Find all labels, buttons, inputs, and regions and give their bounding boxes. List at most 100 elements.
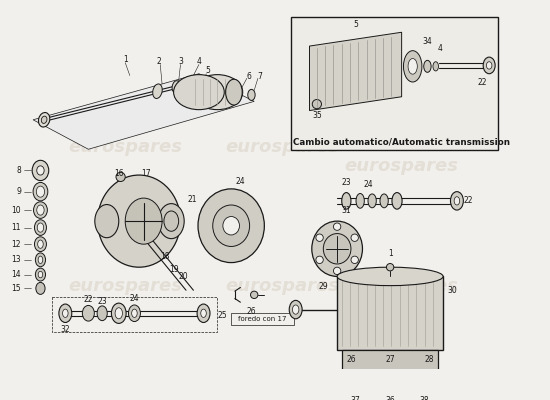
Text: 23: 23 xyxy=(97,297,107,306)
Text: 18: 18 xyxy=(160,252,169,261)
Circle shape xyxy=(333,267,341,274)
Text: 3: 3 xyxy=(178,57,183,66)
Text: 15: 15 xyxy=(12,284,21,293)
Circle shape xyxy=(352,392,359,399)
Ellipse shape xyxy=(63,309,68,318)
Circle shape xyxy=(387,264,394,271)
Circle shape xyxy=(351,234,359,242)
Ellipse shape xyxy=(59,304,72,322)
Circle shape xyxy=(351,256,359,264)
Ellipse shape xyxy=(174,75,224,110)
Text: 35: 35 xyxy=(312,111,322,120)
Text: 6: 6 xyxy=(246,72,251,81)
Ellipse shape xyxy=(37,223,43,232)
Ellipse shape xyxy=(312,221,362,276)
Ellipse shape xyxy=(97,175,180,267)
Text: 9: 9 xyxy=(16,187,21,196)
Ellipse shape xyxy=(158,204,184,239)
Ellipse shape xyxy=(131,309,137,318)
Ellipse shape xyxy=(38,256,43,264)
Ellipse shape xyxy=(36,186,45,197)
Circle shape xyxy=(316,256,323,264)
Text: 7: 7 xyxy=(257,72,262,81)
Text: eurospares: eurospares xyxy=(225,138,339,156)
Bar xyxy=(231,313,294,325)
Circle shape xyxy=(312,100,321,109)
Text: 17: 17 xyxy=(141,169,151,178)
Ellipse shape xyxy=(368,194,376,208)
Circle shape xyxy=(251,291,258,298)
Ellipse shape xyxy=(129,305,140,322)
Text: 26: 26 xyxy=(346,355,356,364)
Ellipse shape xyxy=(112,303,126,324)
Ellipse shape xyxy=(450,192,463,210)
Ellipse shape xyxy=(226,79,242,105)
Text: eurospares: eurospares xyxy=(345,157,459,175)
Text: 12: 12 xyxy=(12,240,21,249)
Bar xyxy=(291,16,498,150)
Text: 30: 30 xyxy=(448,286,457,295)
Bar xyxy=(342,350,438,376)
Circle shape xyxy=(421,372,428,380)
Ellipse shape xyxy=(392,192,402,209)
Text: 1: 1 xyxy=(388,249,393,258)
Ellipse shape xyxy=(125,198,162,244)
Text: 13: 13 xyxy=(12,255,21,264)
Circle shape xyxy=(352,372,359,380)
Ellipse shape xyxy=(248,89,255,100)
Text: 23: 23 xyxy=(342,178,351,187)
Ellipse shape xyxy=(380,194,388,208)
Text: 10: 10 xyxy=(12,206,21,214)
Ellipse shape xyxy=(356,194,364,208)
Text: 26: 26 xyxy=(246,307,256,316)
Ellipse shape xyxy=(172,81,180,92)
Text: 22: 22 xyxy=(84,295,93,304)
Text: 34: 34 xyxy=(422,37,432,46)
Text: 19: 19 xyxy=(169,264,179,274)
Ellipse shape xyxy=(37,166,44,175)
Text: 11: 11 xyxy=(12,223,21,232)
Ellipse shape xyxy=(192,75,243,110)
Polygon shape xyxy=(33,74,254,149)
Ellipse shape xyxy=(289,300,302,319)
Circle shape xyxy=(316,234,323,242)
Ellipse shape xyxy=(38,271,43,278)
Text: 27: 27 xyxy=(386,355,395,364)
Ellipse shape xyxy=(37,205,44,215)
Ellipse shape xyxy=(33,182,48,201)
Ellipse shape xyxy=(82,306,95,321)
Ellipse shape xyxy=(454,197,460,205)
Circle shape xyxy=(421,392,428,399)
Text: eurospares: eurospares xyxy=(68,277,182,295)
Text: 25: 25 xyxy=(217,311,227,320)
Text: 36: 36 xyxy=(385,396,395,400)
Ellipse shape xyxy=(483,57,495,74)
Text: 37: 37 xyxy=(351,396,360,400)
Text: foredo con 17: foredo con 17 xyxy=(238,316,287,322)
Ellipse shape xyxy=(404,51,422,82)
Text: 5: 5 xyxy=(353,20,358,29)
Text: eurospares: eurospares xyxy=(68,138,182,156)
Ellipse shape xyxy=(153,84,162,98)
Ellipse shape xyxy=(408,58,417,74)
Text: 38: 38 xyxy=(420,396,430,400)
Ellipse shape xyxy=(342,192,351,209)
Polygon shape xyxy=(310,32,402,110)
Ellipse shape xyxy=(293,305,299,314)
Ellipse shape xyxy=(201,309,206,318)
Ellipse shape xyxy=(337,267,443,286)
Text: 22: 22 xyxy=(477,78,487,88)
Text: eurospares: eurospares xyxy=(345,277,459,295)
Text: 28: 28 xyxy=(425,355,434,364)
Bar xyxy=(337,276,443,350)
Ellipse shape xyxy=(35,253,46,267)
Text: 1: 1 xyxy=(123,55,128,64)
Text: 16: 16 xyxy=(114,169,124,178)
Text: 32: 32 xyxy=(60,325,70,334)
Ellipse shape xyxy=(35,268,46,281)
Text: 29: 29 xyxy=(318,282,328,291)
Text: 14: 14 xyxy=(12,270,21,279)
Text: 22: 22 xyxy=(463,196,472,205)
Circle shape xyxy=(333,223,341,230)
Text: Cambio automatico/Automatic transmission: Cambio automatico/Automatic transmission xyxy=(293,138,510,146)
